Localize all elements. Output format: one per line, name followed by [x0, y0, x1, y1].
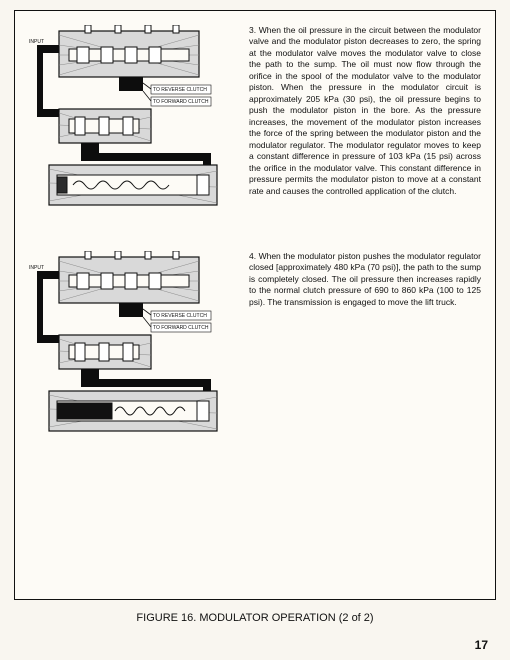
to-reverse-label: TO REVERSE CLUTCH [153, 313, 207, 319]
section-4-text: 4. When the modulator piston pushes the … [249, 251, 481, 451]
hydraulic-schematic-icon: INPUT [25, 251, 235, 451]
piston-rect [57, 177, 67, 193]
input-label: INPUT [29, 265, 44, 271]
page: INPUT [0, 0, 510, 660]
hydraulic-schematic-icon: INPUT [25, 25, 235, 225]
diagram-3: INPUT [25, 25, 235, 225]
to-forward-label: TO FORWARD CLUTCH [153, 325, 209, 331]
to-reverse-label: TO REVERSE CLUTCH [153, 87, 207, 93]
to-forward-label: TO FORWARD CLUTCH [153, 99, 209, 105]
piston-rect [57, 403, 112, 419]
section-4: INPUT [25, 251, 481, 451]
figure-caption: FIGURE 16. MODULATOR OPERATION (2 of 2) [0, 612, 510, 624]
diagram-4: INPUT [25, 251, 235, 451]
section-3: INPUT [25, 25, 481, 225]
content-frame: INPUT [14, 10, 496, 600]
input-label: INPUT [29, 39, 44, 45]
section-3-text: 3. When the oil pressure in the circuit … [249, 25, 481, 225]
page-number: 17 [475, 638, 488, 652]
